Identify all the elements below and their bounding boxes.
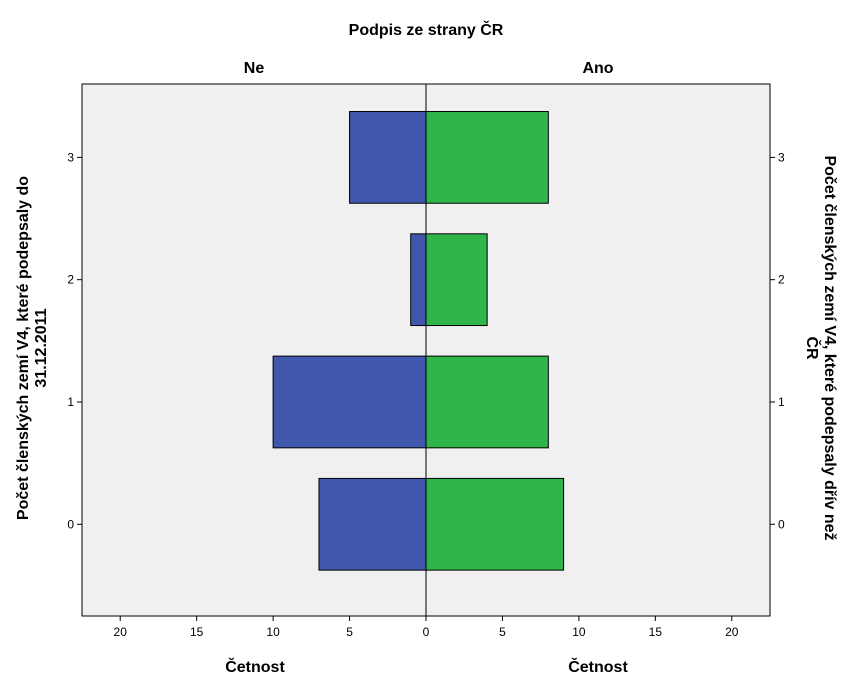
bar-ne-1 xyxy=(272,355,427,449)
bar-ano-3 xyxy=(425,111,549,204)
axes: 0 0 1 1 2 2 3 3 20 15 10 5 0 5 10 15 20 xyxy=(67,84,785,639)
x-tick-label-8: 20 xyxy=(725,625,739,639)
x-tick-label-2: 10 xyxy=(266,625,280,639)
bars xyxy=(272,111,565,571)
x-tick-label-5: 5 xyxy=(499,625,506,639)
y-axis-label-right-line1: Počet členských zemí V4, které podepsaly… xyxy=(821,155,838,540)
x-tick-label-6: 10 xyxy=(572,625,586,639)
y-tick-label-left-1: 1 xyxy=(67,395,74,409)
x-tick-label-4: 0 xyxy=(423,625,430,639)
y-tick-label-left-3: 3 xyxy=(67,150,74,164)
x-tick-label-1: 15 xyxy=(190,625,204,639)
chart-title: Podpis ze strany ČR xyxy=(349,20,504,39)
y-tick-label-right-3: 3 xyxy=(778,150,785,164)
y-tick-label-left-0: 0 xyxy=(67,517,74,531)
bar-ano-1 xyxy=(425,355,549,449)
bar-ano-2 xyxy=(425,233,488,327)
bar-ano-0 xyxy=(425,477,565,571)
y-tick-label-left-2: 2 xyxy=(67,273,74,287)
y-axis-label-left-line2: 31.12.2011 xyxy=(33,308,50,387)
y-tick-label-right-0: 0 xyxy=(778,517,785,531)
y-axis-label-left-line1: Počet členských zemí V4, které podepsaly… xyxy=(15,176,32,520)
bar-ne-0 xyxy=(318,477,427,571)
x-tick-label-0: 20 xyxy=(114,625,128,639)
bar-ne-2 xyxy=(410,233,427,327)
x-tick-label-7: 15 xyxy=(649,625,663,639)
panel-title-ne: Ne xyxy=(244,60,265,77)
bar-ne-3 xyxy=(349,111,427,204)
x-tick-label-3: 5 xyxy=(346,625,353,639)
x-axis-label-right: Četnost xyxy=(568,657,628,676)
y-tick-label-right-1: 1 xyxy=(778,395,785,409)
y-axis-label-right-line2: ČR xyxy=(803,336,822,360)
panel-title-ano: Ano xyxy=(582,60,613,77)
x-axis-label-left: Četnost xyxy=(225,657,285,676)
y-tick-label-right-2: 2 xyxy=(778,273,785,287)
